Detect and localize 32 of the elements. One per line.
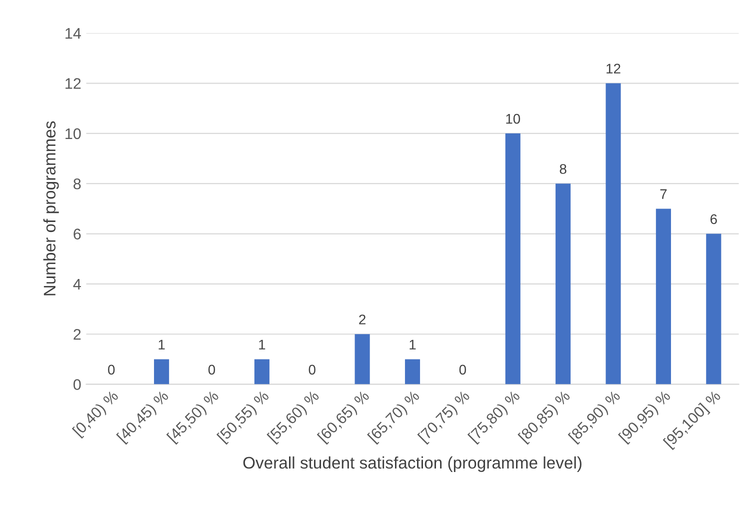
y-tick-label: 6 (74, 228, 81, 240)
data-label: 0 (459, 364, 466, 375)
data-label: 0 (208, 364, 216, 375)
bar (404, 359, 420, 384)
data-label: 7 (660, 189, 667, 199)
bar (505, 133, 520, 384)
data-label: 10 (506, 114, 520, 124)
data-label: 1 (259, 340, 266, 350)
data-label: 8 (560, 164, 566, 174)
y-tick-label: 12 (66, 78, 81, 89)
bar (656, 208, 671, 384)
y-tick-label: 14 (66, 28, 81, 39)
x-axis-title: Overall student satisfaction (programme level) (243, 456, 582, 472)
data-label: 12 (606, 64, 620, 74)
y-tick-label: 10 (66, 128, 81, 140)
bar (354, 334, 370, 384)
data-label: 6 (710, 214, 717, 224)
y-tick-label: 2 (74, 328, 81, 340)
bar (706, 234, 722, 384)
bar (556, 184, 571, 384)
y-axis-title: Number of programmes (43, 121, 59, 296)
y-tick-label: 0 (73, 379, 81, 390)
y-tick-label: 4 (73, 278, 81, 290)
data-label: 0 (308, 364, 316, 375)
y-tick-label: 8 (74, 178, 81, 190)
bar (154, 359, 170, 384)
data-label: 1 (410, 340, 416, 350)
bar (606, 83, 621, 384)
data-label: 2 (359, 314, 366, 324)
data-label: 0 (108, 364, 115, 375)
data-label: 1 (158, 340, 165, 350)
bar (254, 359, 270, 384)
